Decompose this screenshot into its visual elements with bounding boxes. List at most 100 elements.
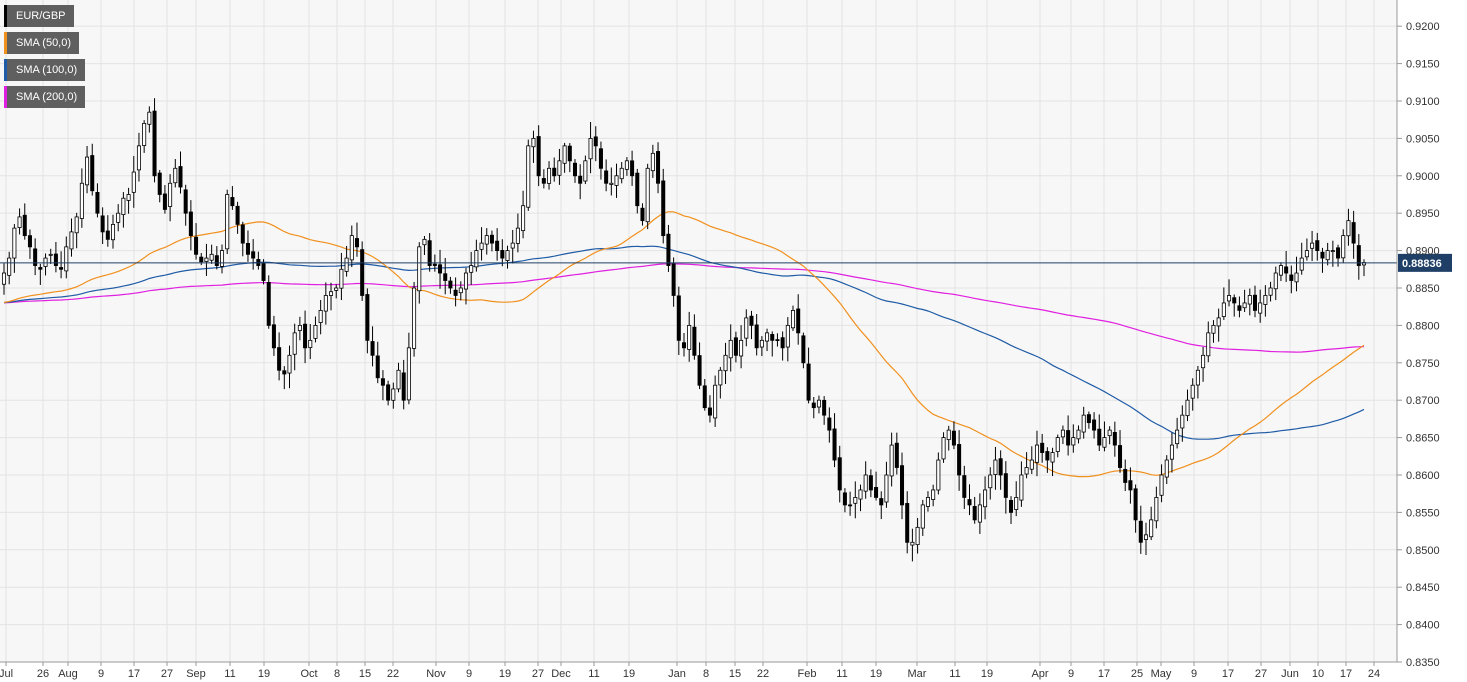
candle-body (868, 475, 873, 491)
candle (827, 407, 832, 443)
candle-body (526, 145, 531, 208)
candle-body (282, 370, 287, 375)
candle-body (547, 167, 552, 184)
candle (702, 379, 707, 411)
candle-body (1299, 257, 1304, 271)
candle (1190, 378, 1195, 411)
candle-body (136, 145, 141, 171)
candle (489, 230, 494, 252)
candle-body (1258, 302, 1263, 314)
candle-body (1128, 480, 1133, 491)
candle (920, 499, 925, 536)
x-tick-label: Jan (668, 668, 686, 680)
candle-body (931, 489, 936, 500)
x-tick-label: 19 (870, 668, 882, 680)
candle (728, 324, 733, 372)
candle-body (656, 151, 661, 184)
candle-body (920, 504, 925, 529)
candle-body (578, 175, 583, 184)
candle (79, 168, 84, 228)
legend-item-sma100[interactable]: SMA (100,0) (4, 59, 86, 81)
candle-body (1247, 295, 1252, 305)
candle-body (1009, 499, 1014, 513)
candle-body (131, 171, 136, 193)
candle (235, 201, 240, 234)
candle (422, 235, 427, 255)
candle-body (168, 182, 173, 207)
candle (168, 174, 173, 222)
candle (1268, 281, 1273, 302)
candle-body (38, 267, 43, 270)
candle (910, 528, 915, 562)
candle (733, 331, 738, 363)
y-tick-label: 0.9050 (1406, 133, 1440, 145)
y-tick-label: 0.8350 (1406, 657, 1440, 669)
candle-body (1081, 414, 1086, 433)
candle (209, 244, 214, 264)
candle (365, 288, 370, 354)
candle-body (500, 250, 505, 259)
candle-body (832, 428, 837, 461)
x-tick-label: 24 (1368, 668, 1380, 680)
candle (578, 164, 583, 200)
candle-body (588, 137, 593, 160)
candle (562, 142, 567, 173)
candle-body (225, 194, 230, 250)
candle-body (619, 167, 624, 180)
candle (780, 331, 785, 361)
legend-item-eurgbp[interactable]: EUR/GBP (4, 5, 74, 27)
candle-body (22, 214, 27, 237)
candle-body (1315, 240, 1320, 251)
candle (126, 187, 131, 214)
candle (349, 225, 354, 268)
candle-body (718, 369, 723, 386)
candle-body (723, 354, 728, 372)
candle-body (251, 251, 256, 259)
y-tick-label: 0.9000 (1406, 171, 1440, 183)
candle-body (1097, 428, 1102, 446)
candle-body (53, 253, 58, 266)
candle (967, 484, 972, 516)
candle-body (1076, 429, 1081, 440)
candle-body (671, 263, 676, 296)
candle (85, 145, 90, 194)
candle (1086, 411, 1091, 429)
candle-body (915, 526, 920, 546)
candle (547, 161, 552, 190)
candle (842, 488, 847, 513)
candle-body (105, 230, 110, 240)
candle (1221, 287, 1226, 320)
candle (505, 245, 510, 269)
legend-swatch-icon (4, 32, 7, 54)
legend-label: EUR/GBP (16, 10, 66, 22)
candle (162, 185, 167, 214)
candle-body (593, 136, 598, 147)
candle (676, 286, 681, 355)
candle-body (650, 152, 655, 172)
candle (806, 347, 811, 404)
candle (136, 132, 141, 182)
candle (1118, 430, 1123, 473)
candle (1185, 389, 1190, 422)
legend-item-sma200[interactable]: SMA (200,0) (4, 86, 86, 108)
candle-body (785, 324, 790, 348)
legend-item-sma50[interactable]: SMA (50,0) (4, 32, 80, 54)
candle (1024, 452, 1029, 479)
candle-body (521, 205, 526, 232)
candle (957, 430, 962, 491)
x-tick-label: 11 (836, 668, 847, 680)
x-tick-label: 17 (1222, 668, 1234, 680)
candle-body (69, 231, 74, 250)
candle-body (666, 233, 671, 266)
candle (1242, 289, 1247, 313)
candle-body (1159, 474, 1164, 496)
candle-body (157, 172, 162, 195)
candle-body (261, 262, 266, 281)
candle-body (1206, 332, 1211, 357)
candle (183, 184, 188, 226)
candle (754, 314, 759, 356)
candle-body (697, 355, 702, 386)
x-tick-label: 9 (1068, 668, 1074, 680)
x-tick-label: Nov (426, 668, 446, 680)
